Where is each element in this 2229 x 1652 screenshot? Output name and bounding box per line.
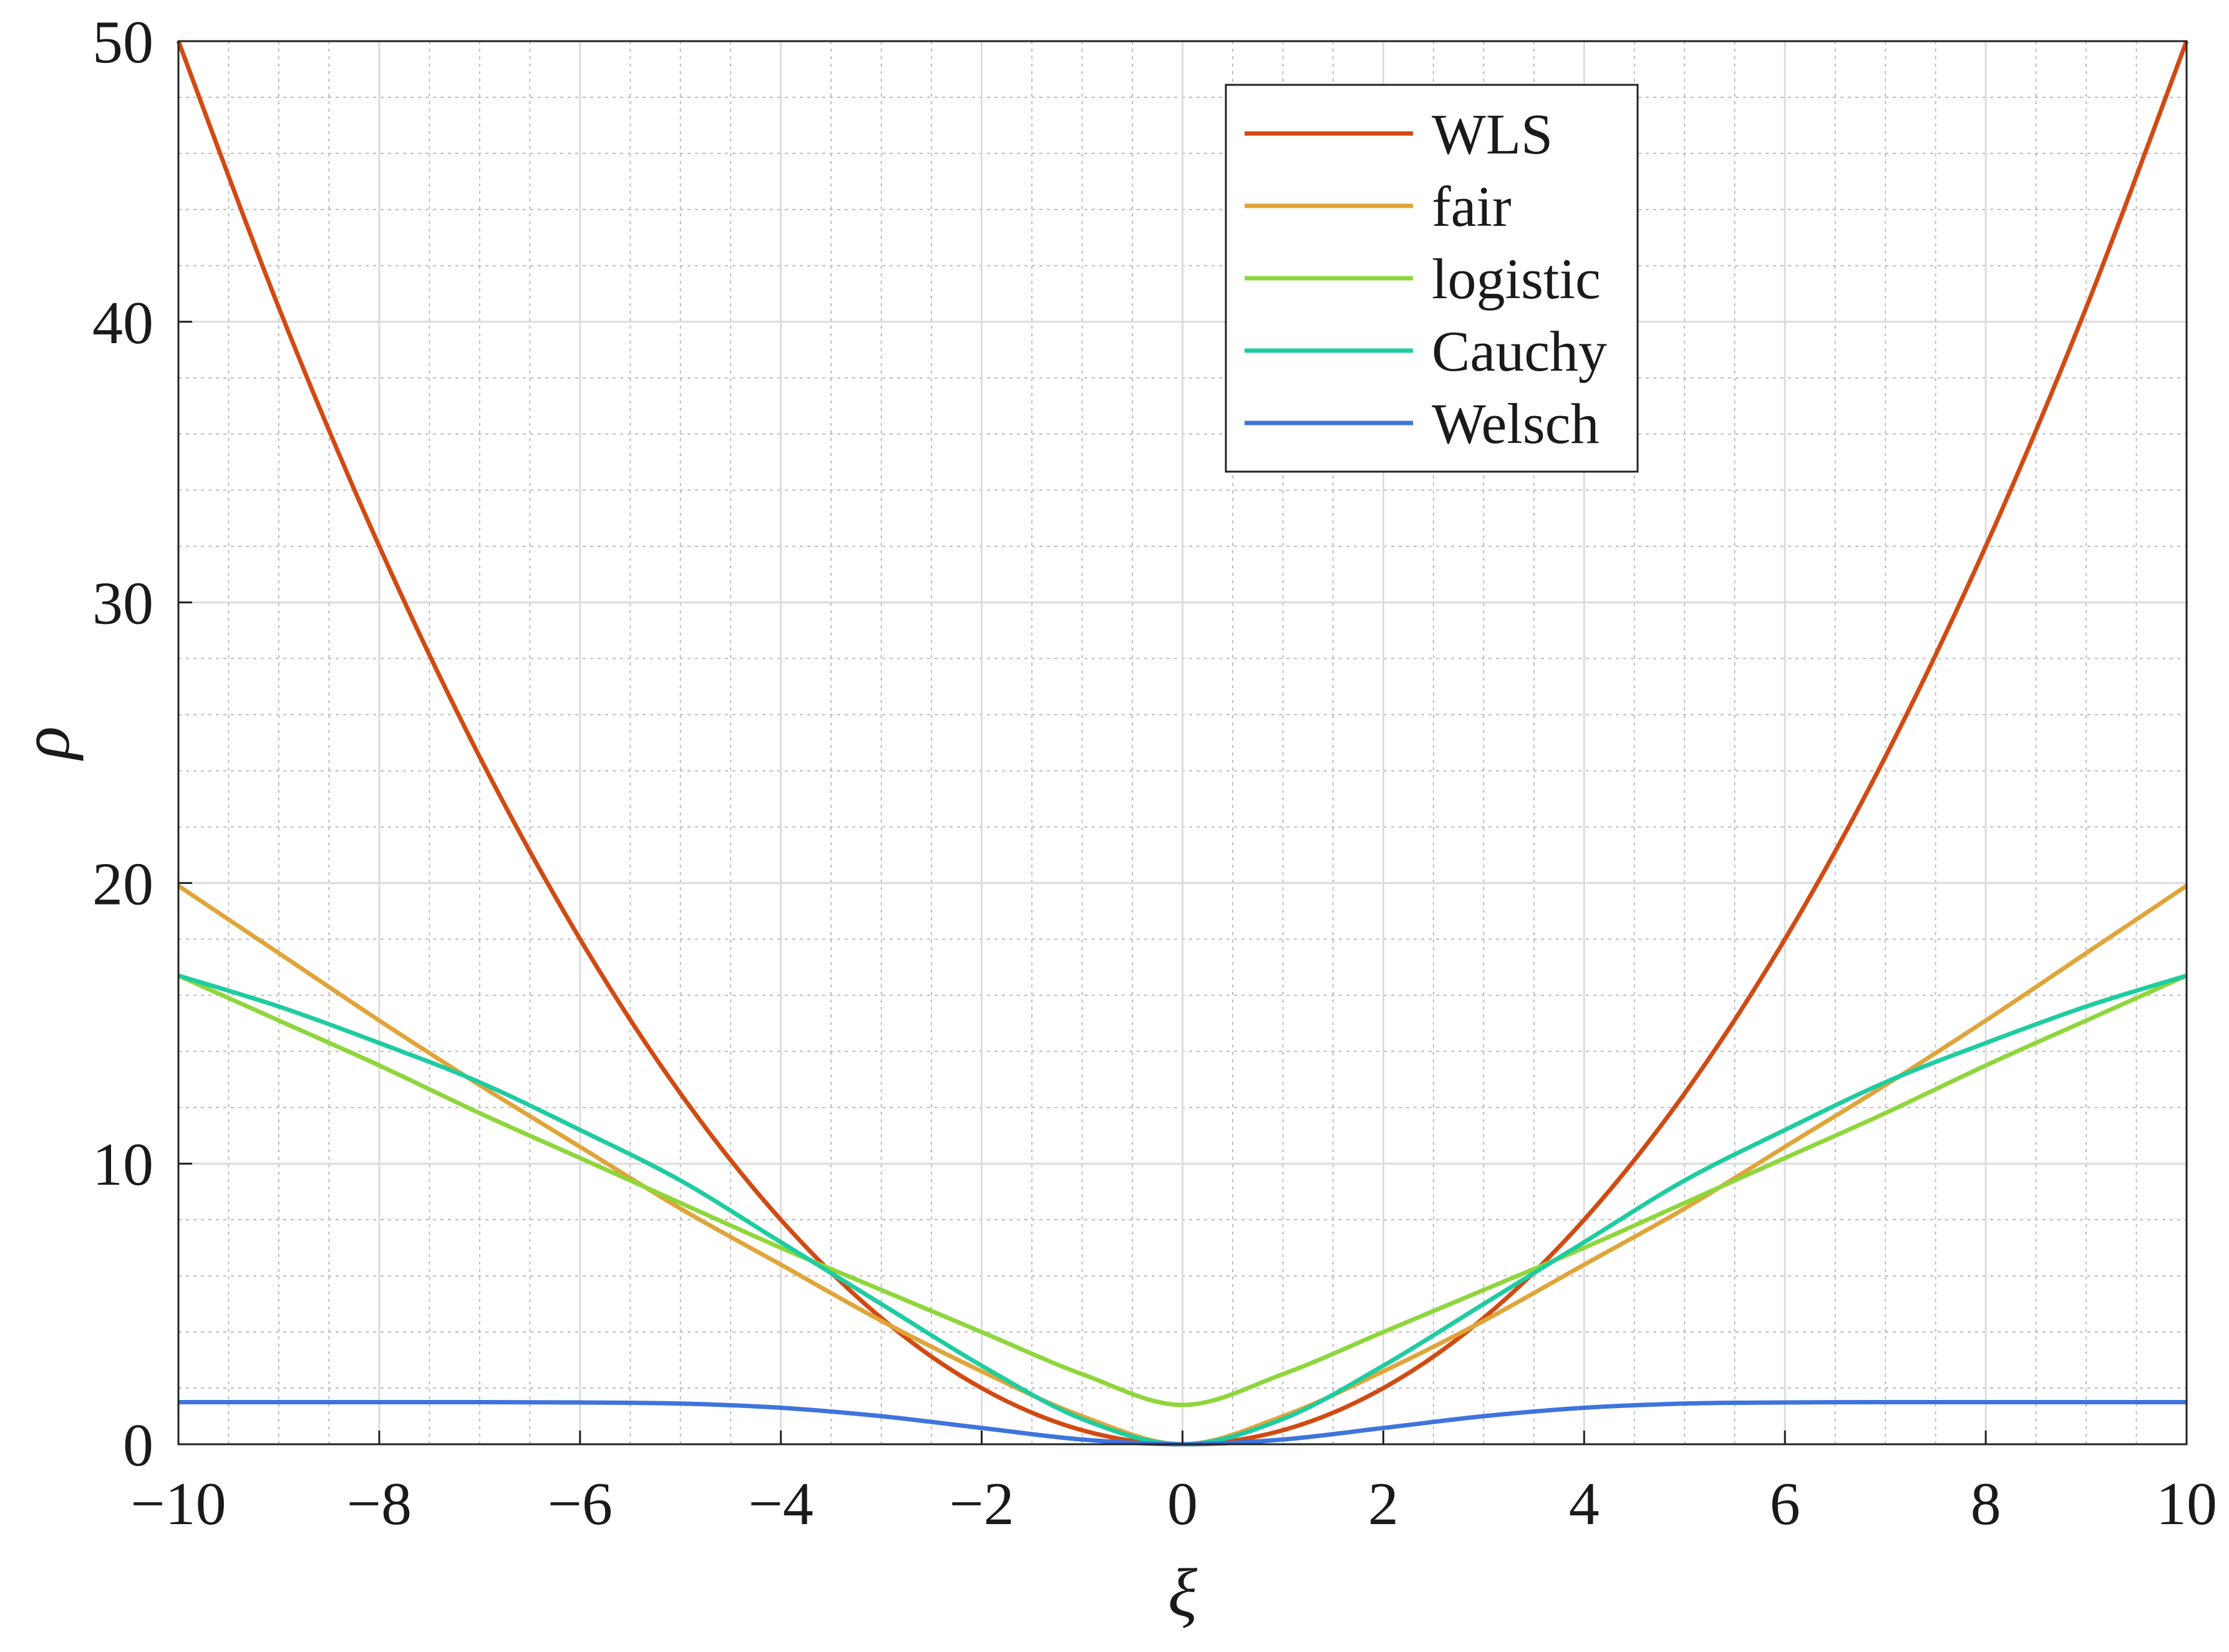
y-tick-label: 50: [92, 9, 153, 76]
legend: WLS fair logistic Cauchy Welsch: [1225, 84, 1639, 473]
y-tick-label: 0: [123, 1412, 153, 1479]
y-tick-label: 10: [92, 1131, 153, 1198]
legend-label-wls: WLS: [1432, 102, 1553, 166]
x-tick-label: −4: [749, 1470, 813, 1538]
x-tick-label: 4: [1569, 1470, 1600, 1538]
y-tick-labels: 0 10 20 30 40 50: [92, 9, 153, 1479]
legend-label-fair: fair: [1432, 175, 1512, 238]
x-tick-label: −6: [548, 1470, 613, 1538]
legend-label-cauchy: Cauchy: [1432, 319, 1607, 383]
x-tick-label: 6: [1770, 1470, 1800, 1538]
x-tick-label: 8: [1971, 1470, 2001, 1538]
x-axis-label: ξ: [1168, 1555, 1198, 1631]
legend-label-welsch: Welsch: [1432, 392, 1600, 455]
y-tick-label: 40: [92, 289, 153, 357]
x-tick-label: 0: [1167, 1470, 1198, 1538]
x-tick-label: −2: [949, 1470, 1014, 1538]
legend-label-logistic: logistic: [1432, 247, 1601, 311]
x-tick-labels: −10 −8 −6 −4 −2 0 2 4 6 8 10: [130, 1470, 2217, 1538]
x-tick-label: −10: [130, 1470, 226, 1538]
y-tick-label: 20: [92, 850, 153, 918]
y-tick-label: 30: [92, 570, 153, 638]
series-line-logistic: [177, 973, 2188, 1407]
x-tick-label: −8: [347, 1470, 412, 1538]
x-tick-label: 10: [2156, 1470, 2217, 1538]
x-tick-label: 2: [1368, 1470, 1399, 1538]
y-axis-label: ρ: [7, 726, 84, 761]
